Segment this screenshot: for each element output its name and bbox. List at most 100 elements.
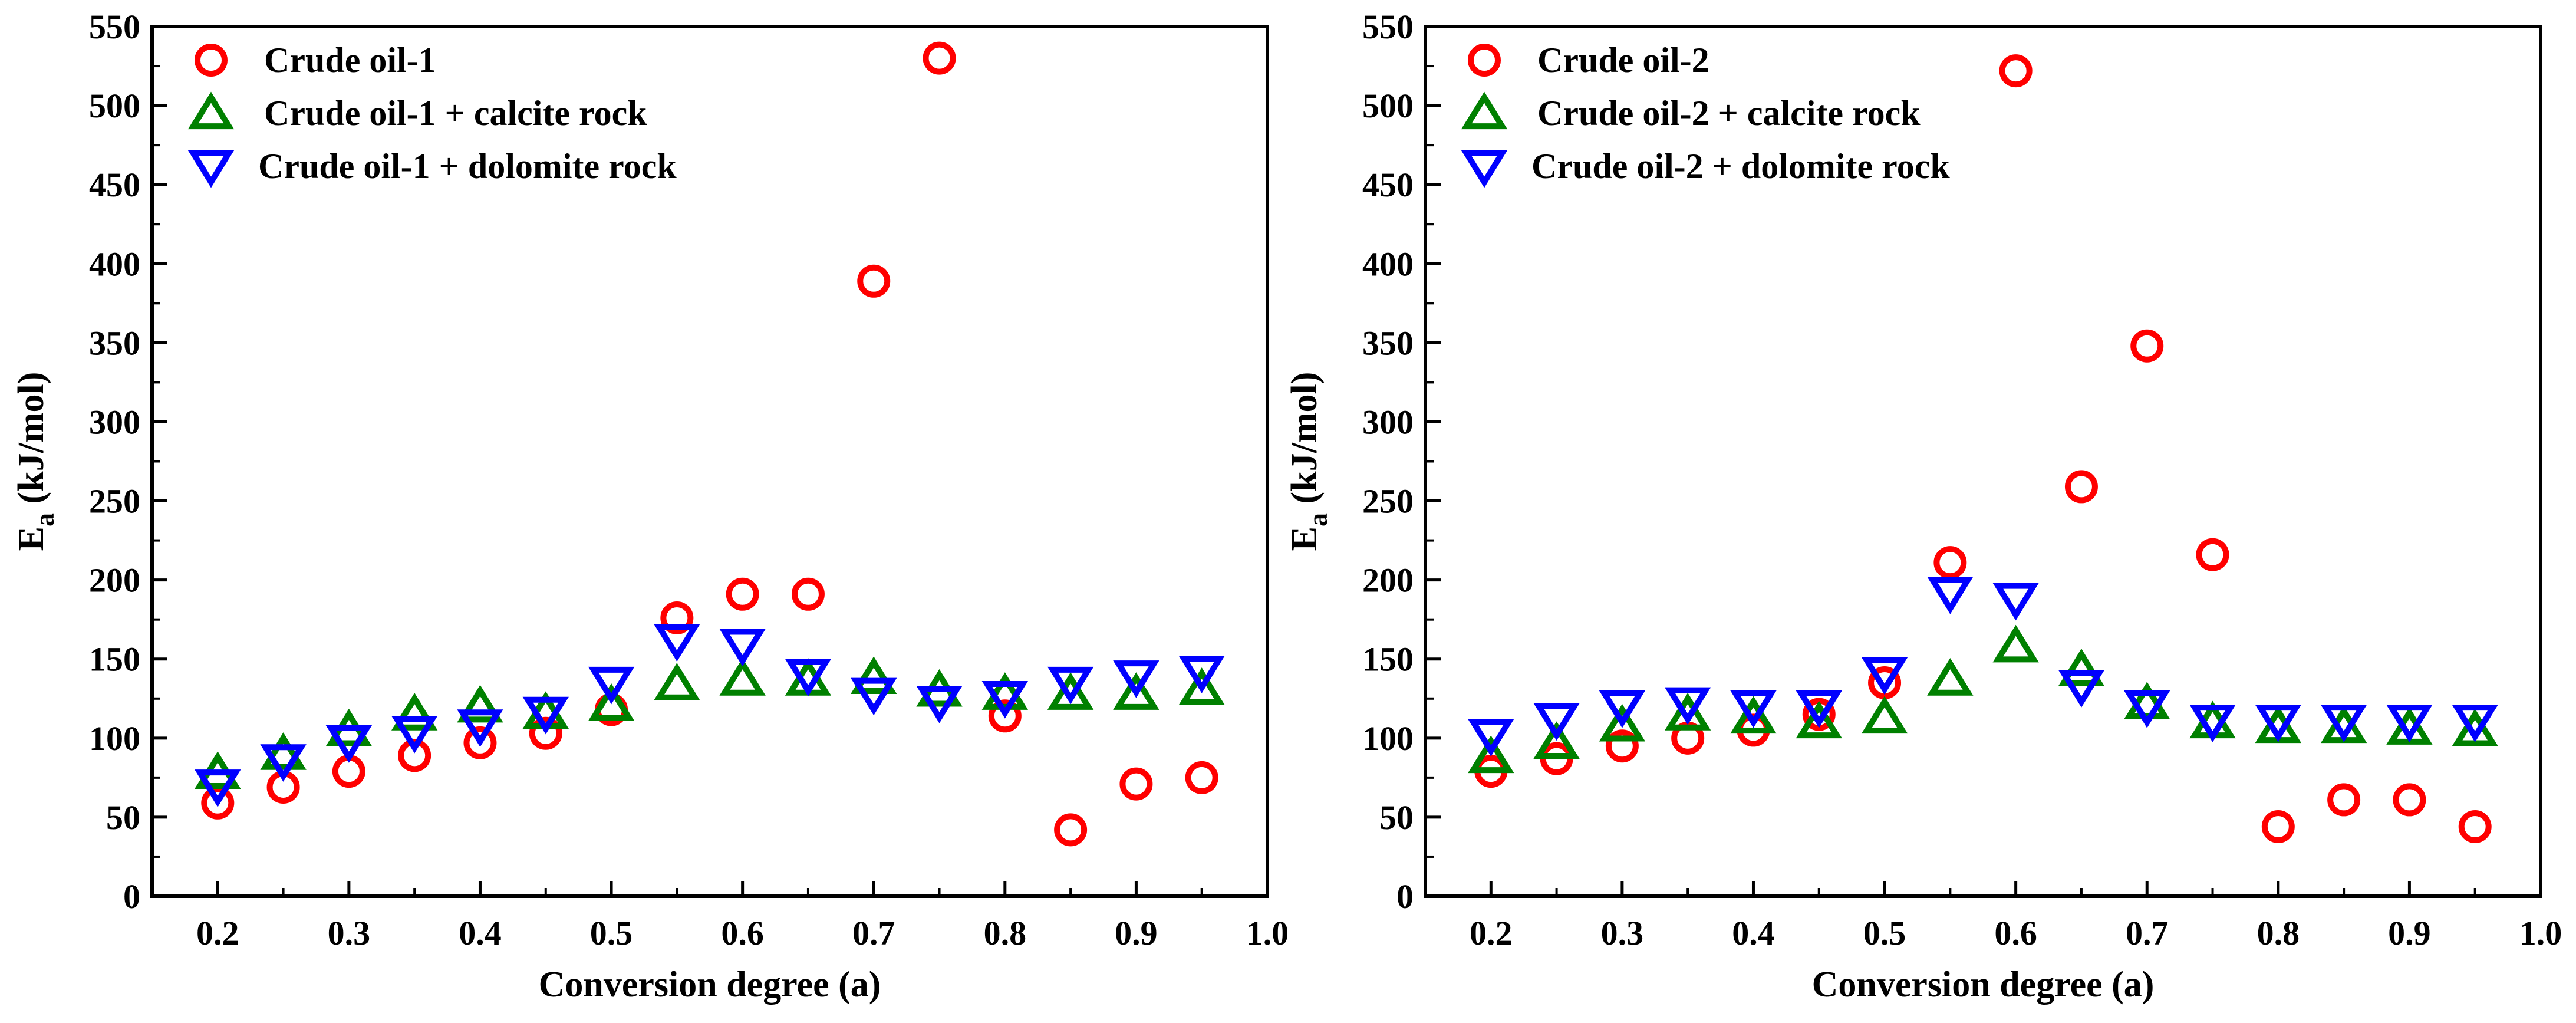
legend-marker — [187, 91, 235, 130]
data-point — [1113, 660, 1159, 698]
y-tick-label: 100 — [1362, 719, 1414, 758]
data-point — [851, 656, 897, 695]
data-point — [463, 726, 497, 759]
y-tick-label: 450 — [89, 166, 140, 204]
data-point — [1861, 657, 1908, 695]
y-tick-label: 350 — [1362, 324, 1414, 362]
y-tick-label: 350 — [89, 324, 140, 362]
y-tick-label: 500 — [1362, 87, 1414, 125]
x-tick-label: 0.6 — [1994, 914, 2037, 952]
x-tick-label: 0.5 — [590, 914, 633, 952]
x-tick-label: 0.4 — [1732, 914, 1775, 952]
data-point — [2189, 705, 2236, 742]
data-point — [1533, 703, 1580, 741]
data-point — [588, 666, 635, 705]
data-point — [195, 769, 241, 807]
data-point — [1047, 666, 1094, 705]
x-axis-label: Conversion degree (a) — [539, 965, 881, 1005]
legend-marker — [195, 44, 228, 77]
y-tick-label: 50 — [1379, 798, 1414, 837]
data-point — [791, 577, 825, 611]
y-tick-label: 400 — [89, 245, 140, 283]
y-tick-label: 550 — [1362, 8, 1414, 46]
data-point — [2452, 705, 2498, 742]
series-3 — [1468, 576, 2498, 756]
data-point — [391, 715, 438, 754]
x-tick-label: 1.0 — [1246, 914, 1289, 952]
data-point — [1468, 735, 1514, 774]
data-point — [1796, 700, 1842, 739]
chart-panel-left: 0 50 100 150 200 250 300 350 400 450 500 550 0.2 0.3 0… — [11, 8, 1289, 1005]
data-point — [923, 41, 956, 75]
y-tick-label: 200 — [89, 561, 140, 600]
legend: Crude oil-2 Crude oil-2 + calcite rock Cru… — [1461, 41, 1950, 188]
data-point — [529, 716, 562, 750]
x-tick-label: 0.7 — [852, 914, 895, 952]
y-tick-label: 300 — [89, 403, 140, 441]
y-tick-label: 300 — [1362, 403, 1414, 441]
data-point — [1047, 672, 1094, 710]
data-point — [851, 677, 897, 716]
data-point — [1730, 690, 1777, 728]
data-point — [2124, 690, 2170, 728]
x-tick-label: 0.3 — [328, 914, 371, 952]
data-point — [857, 264, 891, 298]
x-tick-label: 0.2 — [1470, 914, 1513, 952]
data-point — [1927, 576, 1974, 614]
data-point — [1992, 583, 2039, 621]
x-tick-label: 0.6 — [721, 914, 764, 952]
y-tick-label: 200 — [1362, 561, 1414, 600]
x-axis-label: Conversion degree (a) — [1812, 965, 2155, 1005]
data-point — [2058, 648, 2105, 686]
data-point — [981, 680, 1029, 719]
y-axis-label: Ea (kJ/mol) — [1284, 372, 1333, 551]
x-tick-label: 0.2 — [196, 914, 239, 952]
series-2 — [195, 656, 1225, 789]
data-point — [1664, 693, 1711, 731]
legend-label: Crude oil-2 + dolomite rock — [1531, 147, 1950, 186]
data-point — [785, 659, 832, 697]
data-point — [1054, 813, 1088, 847]
data-point — [1933, 546, 1967, 580]
x-tick-label: 0.9 — [1115, 914, 1158, 952]
legend-marker — [187, 150, 235, 188]
data-point — [325, 725, 373, 763]
data-point — [457, 709, 503, 747]
data-point — [2327, 783, 2361, 817]
y-tick-label: 500 — [89, 87, 140, 125]
data-point — [1599, 690, 1646, 728]
y-tick-label: 550 — [89, 8, 140, 46]
data-point — [1861, 696, 1908, 734]
chart-panel-right: 0 50 100 150 200 250 300 350 400 450 500 550 0.2 0.3 0… — [1284, 8, 2562, 1005]
series-2 — [1468, 624, 2498, 774]
data-point — [2255, 705, 2302, 742]
y-tick-label: 0 — [123, 877, 140, 916]
data-point — [2064, 470, 2098, 504]
data-point — [2124, 682, 2170, 719]
data-point — [2386, 705, 2433, 742]
data-point — [260, 744, 307, 782]
data-point — [2452, 708, 2498, 746]
legend-label: Crude oil-2 — [1537, 41, 1709, 80]
legend-marker — [1461, 91, 1508, 130]
data-point — [398, 739, 431, 772]
data-point — [726, 577, 759, 611]
data-point — [1992, 624, 2039, 663]
data-point — [1119, 767, 1153, 801]
data-point — [1185, 761, 1218, 794]
y-tick-label: 150 — [1362, 640, 1414, 679]
y-tick-label: 400 — [1362, 245, 1414, 283]
data-point — [391, 693, 438, 731]
data-point — [260, 732, 307, 770]
data-point — [522, 696, 569, 735]
x-tick-label: 1.0 — [2519, 914, 2562, 952]
data-point — [981, 672, 1029, 710]
data-point — [1796, 690, 1842, 728]
legend-label: Crude oil-1 + dolomite rock — [258, 147, 677, 186]
data-point — [2058, 670, 2105, 708]
data-point — [2196, 538, 2229, 571]
data-point — [2393, 783, 2426, 817]
data-point — [988, 699, 1022, 733]
